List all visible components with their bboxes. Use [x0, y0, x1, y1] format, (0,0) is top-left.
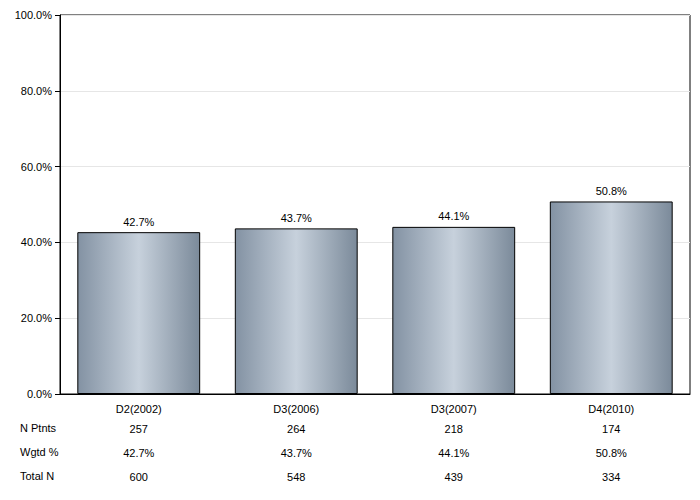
svg-text:N Ptnts: N Ptnts	[20, 422, 57, 434]
svg-text:439: 439	[445, 471, 463, 483]
svg-text:Total N: Total N	[20, 470, 54, 482]
svg-text:257: 257	[130, 423, 148, 435]
svg-text:60.0%: 60.0%	[21, 161, 52, 173]
svg-text:264: 264	[287, 423, 305, 435]
svg-text:D2(2002): D2(2002)	[116, 403, 162, 415]
svg-text:50.8%: 50.8%	[596, 185, 627, 197]
svg-text:334: 334	[602, 471, 620, 483]
svg-text:0.0%: 0.0%	[27, 388, 52, 400]
svg-text:44.1%: 44.1%	[438, 447, 469, 459]
svg-text:43.7%: 43.7%	[281, 212, 312, 224]
svg-text:174: 174	[602, 423, 620, 435]
svg-text:80.0%: 80.0%	[21, 85, 52, 97]
svg-text:D3(2006): D3(2006)	[273, 403, 319, 415]
svg-text:548: 548	[287, 471, 305, 483]
svg-text:D3(2007): D3(2007)	[431, 403, 477, 415]
svg-text:42.7%: 42.7%	[123, 447, 154, 459]
svg-text:43.7%: 43.7%	[281, 447, 312, 459]
svg-text:20.0%: 20.0%	[21, 312, 52, 324]
svg-text:44.1%: 44.1%	[438, 210, 469, 222]
svg-text:D4(2010): D4(2010)	[588, 403, 634, 415]
svg-text:218: 218	[445, 423, 463, 435]
svg-text:Wgtd %: Wgtd %	[20, 446, 59, 458]
svg-text:100.0%: 100.0%	[15, 9, 53, 21]
svg-text:42.7%: 42.7%	[123, 216, 154, 228]
svg-text:40.0%: 40.0%	[21, 236, 52, 248]
svg-text:50.8%: 50.8%	[596, 447, 627, 459]
svg-text:600: 600	[130, 471, 148, 483]
